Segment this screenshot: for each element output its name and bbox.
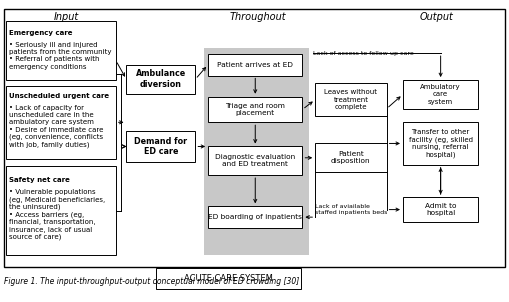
- Text: Triage and room
placement: Triage and room placement: [225, 103, 285, 116]
- Text: Demand for
ED care: Demand for ED care: [134, 137, 187, 156]
- Text: Leaves without
treatment
complete: Leaves without treatment complete: [324, 89, 377, 110]
- Bar: [208, 206, 302, 228]
- Bar: [6, 166, 116, 255]
- Text: • Vulnerable populations
(eg, Medicaid beneficiaries,
the uninsured)
• Access ba: • Vulnerable populations (eg, Medicaid b…: [9, 189, 105, 240]
- Bar: [402, 197, 477, 222]
- Bar: [4, 9, 504, 267]
- Bar: [204, 48, 308, 255]
- Bar: [402, 80, 477, 109]
- Text: Unscheduled urgent care: Unscheduled urgent care: [9, 93, 108, 99]
- Text: Admit to
hospital: Admit to hospital: [424, 203, 456, 216]
- Text: Lack of aviailable
staffed inpatients beds: Lack of aviailable staffed inpatients be…: [314, 204, 386, 215]
- Text: Ambulance
diversion: Ambulance diversion: [135, 69, 186, 89]
- Text: Input: Input: [53, 11, 79, 22]
- Text: Output: Output: [418, 11, 452, 22]
- Bar: [126, 65, 195, 94]
- Text: Emergency care: Emergency care: [9, 30, 72, 36]
- Text: ED boarding of inpatients: ED boarding of inpatients: [208, 214, 302, 220]
- Text: ACUTE CARE SYSTEM: ACUTE CARE SYSTEM: [183, 274, 272, 283]
- Bar: [6, 21, 116, 80]
- Text: Ambulatory
care
system: Ambulatory care system: [419, 84, 460, 104]
- Bar: [208, 146, 302, 175]
- Text: Diagnostic evaluation
and ED treatment: Diagnostic evaluation and ED treatment: [215, 154, 295, 167]
- Bar: [208, 97, 302, 122]
- Bar: [208, 54, 302, 76]
- Text: Patient arrives at ED: Patient arrives at ED: [217, 62, 293, 68]
- Text: Figure 1. The input-throughput-output conceptual model of ED crowding [30]: Figure 1. The input-throughput-output co…: [4, 277, 298, 286]
- Text: Throughout: Throughout: [229, 11, 286, 22]
- Text: Safety net care: Safety net care: [9, 177, 69, 183]
- Bar: [315, 143, 386, 172]
- Text: Lack of access to follow-up care: Lack of access to follow-up care: [312, 51, 413, 56]
- Text: • Seriously ill and injured
patients from the community
• Referral of patients w: • Seriously ill and injured patients fro…: [9, 42, 111, 70]
- Text: • Lack of capacity for
unscheduled care in the
ambulatory care system
• Desire o: • Lack of capacity for unscheduled care …: [9, 105, 103, 148]
- Bar: [126, 131, 195, 162]
- Bar: [6, 86, 116, 159]
- Bar: [315, 83, 386, 116]
- Text: Transfer to other
facility (eg, skilled
nursing, referral
hospital): Transfer to other facility (eg, skilled …: [408, 129, 472, 158]
- Text: Patient
disposition: Patient disposition: [330, 151, 370, 164]
- Bar: [402, 122, 477, 165]
- Bar: [155, 268, 300, 289]
